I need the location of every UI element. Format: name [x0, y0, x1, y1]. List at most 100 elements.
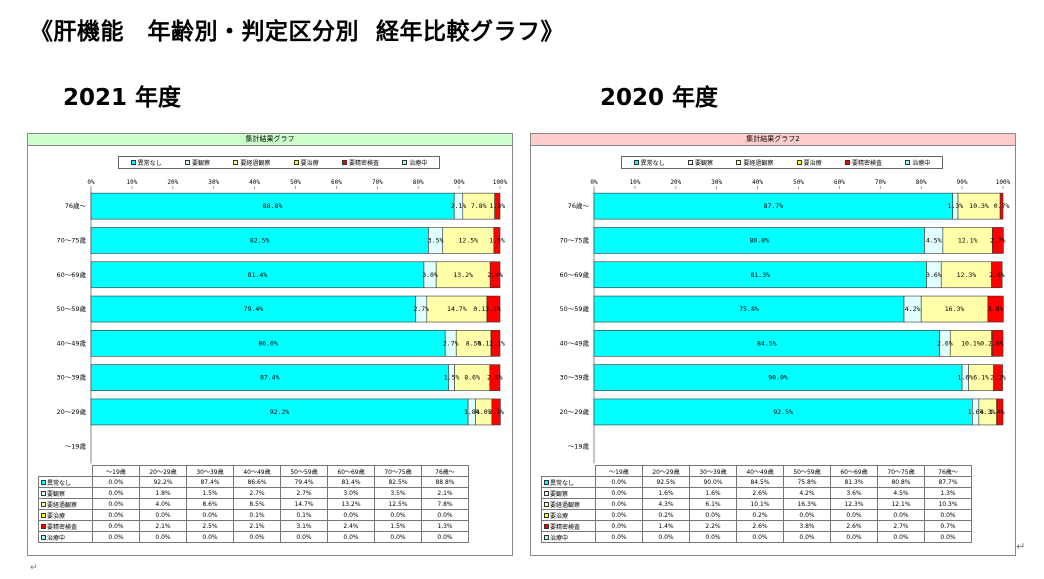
bar-segment: [593, 261, 927, 289]
table-cell: 0.0%: [877, 509, 925, 521]
row-swatch: [544, 479, 549, 485]
table-cell: 1.5%: [374, 520, 422, 532]
row-label-text: 異常なし: [550, 479, 575, 487]
table-cell: 88.8%: [421, 476, 469, 488]
x-tick-label: 20%: [167, 179, 178, 186]
table-row: 要経過観察 0.0% 4.3% 6.1% 10.1% 16.3% 12.3% 12.1% 10.…: [541, 498, 972, 510]
chart-panel-2020: 集計結果グラフ2 異常なし 要観察 要経過観察 要治療 要精密検査 治療中 0% 10% 20…: [530, 133, 1016, 556]
legend-item: 要治療: [293, 158, 319, 167]
table-cell: 81.3%: [830, 476, 878, 488]
row-label-text: 要観察: [550, 490, 569, 498]
table-cell: 84.5%: [736, 476, 784, 488]
table-cell: 14.7%: [280, 498, 328, 510]
bar-value-label: 2.7%: [443, 339, 459, 347]
table-header-cell: 60～69歳: [830, 465, 878, 477]
bar-segment: [940, 261, 992, 289]
legend-item: 要治療: [796, 158, 822, 167]
bar-segment: [454, 364, 491, 391]
row-label-text: 要経過観察: [550, 501, 581, 509]
table-cell: 1.3%: [924, 487, 972, 499]
x-tick-label: 10%: [126, 179, 137, 186]
bar-value-label: 1.3%: [490, 202, 506, 210]
bar-value-label: 87.4%: [260, 374, 280, 382]
table-row-label: 治療中: [541, 531, 596, 543]
table-cell: 12.3%: [830, 498, 878, 510]
table-corner: [542, 466, 596, 477]
bar-value-label: 12.5%: [459, 236, 479, 244]
row-swatch: [41, 490, 46, 496]
table-row-label: 異常なし: [541, 476, 596, 488]
table-cell: 2.7%: [233, 487, 281, 499]
bar-value-label: 92.2%: [270, 408, 290, 416]
x-tick-label: 40%: [752, 179, 763, 186]
row-swatch: [41, 534, 46, 540]
table-cell: 87.4%: [186, 476, 234, 488]
legend-label: 治療中: [912, 160, 931, 167]
bar-segment: [435, 261, 491, 289]
table-cell: 0.0%: [92, 487, 140, 499]
table-cell: 0.0%: [924, 509, 972, 521]
table-cell: 0.0%: [595, 498, 643, 510]
table-header-cell: 20～29歳: [139, 465, 187, 477]
x-tick-label: 60%: [834, 179, 845, 186]
chart-title: 集計結果グラフ: [28, 134, 512, 146]
legend-item: 要観察: [184, 158, 210, 167]
bar-segment: [992, 227, 1004, 254]
data-table: ～19歳 20～29歳 30～39歳 40～49歳 50～59歳 60～69歳 70～75歳…: [541, 465, 972, 543]
chart-panel-2021: 集計結果グラフ 異常なし 要観察 要経過観察 要治療 要精密検査 治療中 0% 10% 20%…: [27, 133, 513, 556]
table-cell: 2.7%: [280, 487, 328, 499]
table-header-cell: 70～75歳: [877, 465, 925, 477]
row-swatch: [41, 523, 46, 529]
legend-label: 要精密検査: [348, 160, 379, 167]
table-row: 要観察 0.0% 1.6% 1.6% 2.6% 4.2% 3.6% 4.5% 1.3%: [541, 487, 972, 499]
x-tick-label: 40%: [249, 179, 260, 186]
bar-value-label: 84.5%: [757, 339, 777, 347]
legend-item: 要精密検査: [844, 158, 882, 167]
legend-item: 治療中: [402, 158, 427, 167]
table-cell: 3.1%: [280, 520, 328, 532]
x-tick-label: 30%: [711, 179, 722, 186]
bar-value-label: 0.12.1%: [478, 339, 505, 347]
bar-value-label: 4.0%: [476, 408, 492, 416]
table-header-cell: 76歳～: [924, 465, 972, 477]
table-cell: 1.6%: [689, 487, 737, 499]
row-swatch: [544, 512, 549, 518]
table-cell: 3.8%: [783, 520, 831, 532]
bar-value-label: 92.5%: [773, 408, 793, 416]
legend-swatch: [687, 160, 693, 165]
legend-swatch: [402, 160, 408, 165]
table-cell: 2.1%: [139, 520, 187, 532]
table-header-cell: 50～59歳: [280, 465, 328, 477]
table-row-label: 要経過観察: [541, 498, 596, 510]
row-swatch: [544, 523, 549, 529]
x-tick-label: 50%: [793, 179, 804, 186]
bar-value-label: 10.3%: [969, 202, 989, 210]
table-cell: 4.2%: [783, 487, 831, 499]
chart-title: 集計結果グラフ2: [531, 134, 1015, 146]
table-header-row: ～19歳 20～29歳 30～39歳 40～49歳 50～59歳 60～69歳 70～75歳…: [39, 465, 469, 477]
table-header-cell: 30～39歳: [689, 465, 737, 477]
table-cell: 0.0%: [139, 531, 187, 543]
table-cell: 13.2%: [327, 498, 375, 510]
bar-segment: [90, 398, 469, 426]
bar-segment: [491, 330, 501, 357]
x-tick-label: 100%: [493, 179, 508, 186]
category-label: 20～29歳: [56, 407, 86, 416]
table-cell: 0.0%: [877, 531, 925, 543]
bar-value-label: 1.6%: [968, 408, 984, 416]
bar-segment: [999, 192, 1004, 220]
category-label: 30～39歳: [56, 373, 86, 382]
legend-label: 異常なし: [640, 160, 665, 167]
table-cell: 0.0%: [736, 531, 784, 543]
table-cell: 0.0%: [374, 531, 422, 543]
x-tick-label: 100%: [996, 179, 1011, 186]
table-row: 要治療 0.0% 0.2% 0.0% 0.2% 0.0% 0.0% 0.0% 0.0%: [541, 509, 972, 521]
x-tick-label: 50%: [290, 179, 301, 186]
bar-value-label: 2.5%: [487, 374, 503, 382]
table-cell: 0.0%: [92, 520, 140, 532]
row-swatch: [544, 490, 549, 496]
legend-swatch: [796, 160, 802, 165]
legend-label: 要経過観察: [743, 160, 774, 167]
table-cell: 8.6%: [186, 498, 234, 510]
table-row: 治療中 0.0% 0.0% 0.0% 0.0% 0.0% 0.0% 0.0% 0.0%: [38, 531, 469, 543]
